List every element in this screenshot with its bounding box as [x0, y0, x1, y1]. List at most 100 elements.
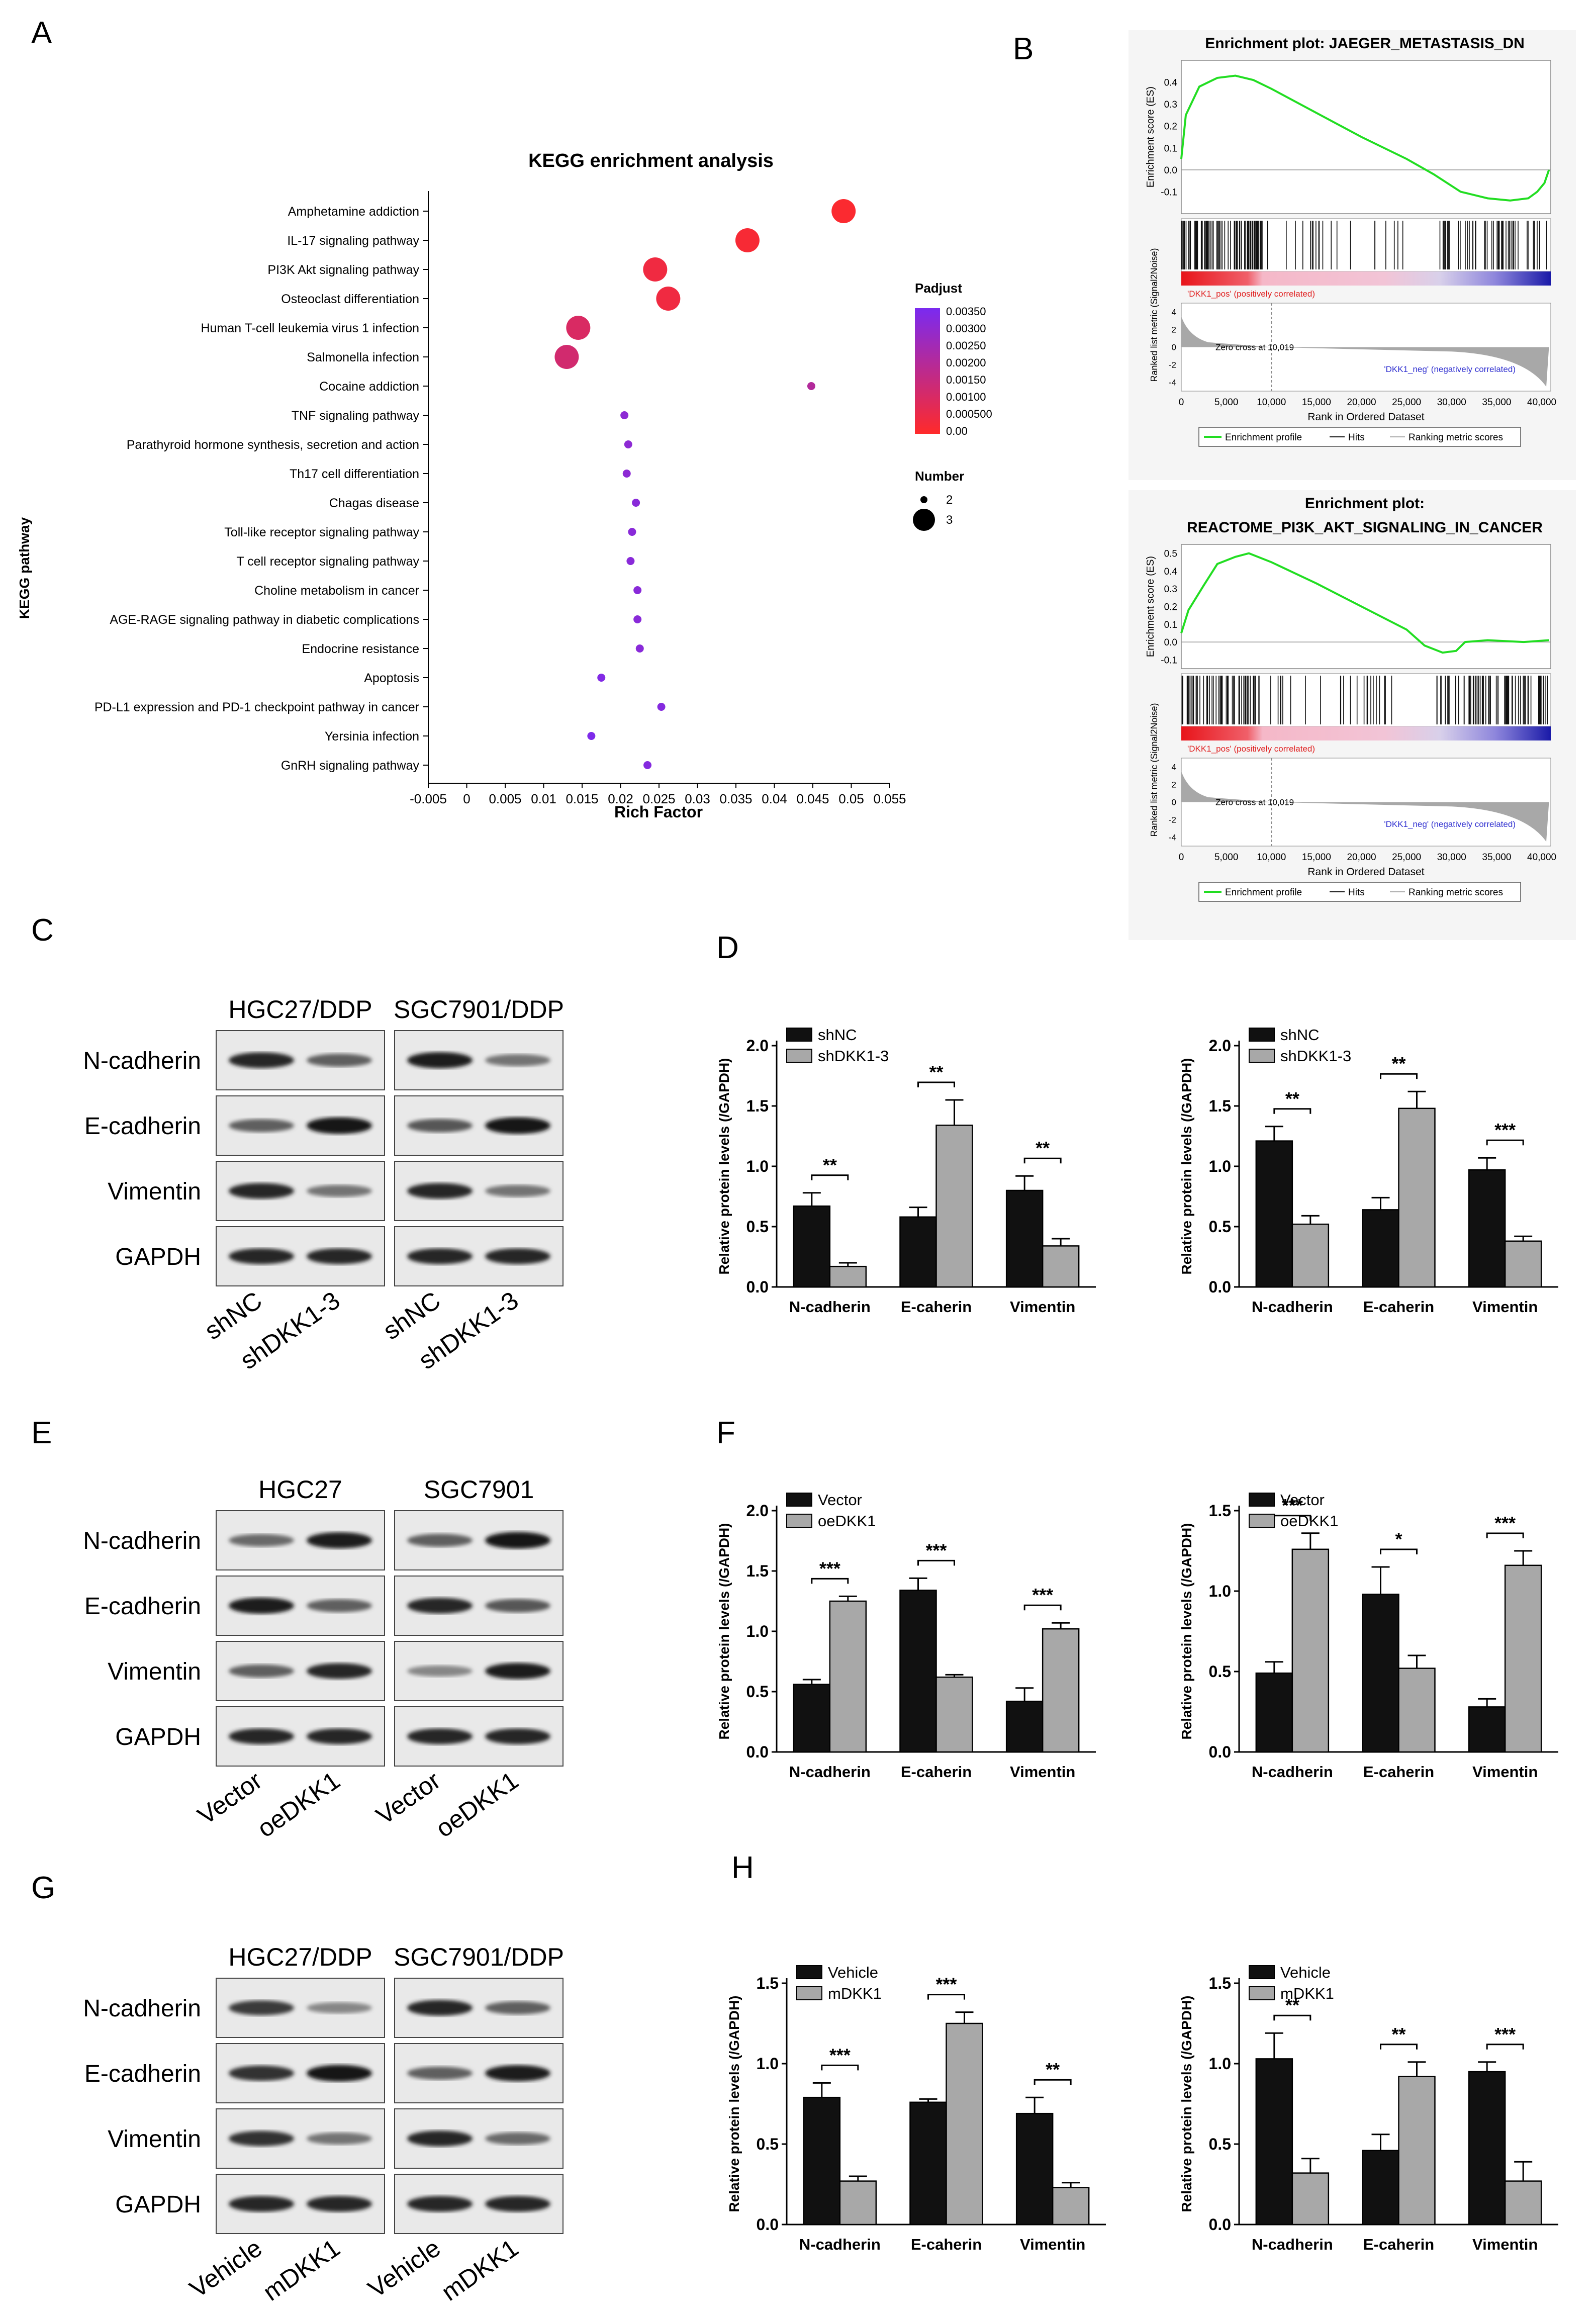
bar-legend-swatch [786, 1028, 812, 1042]
kegg-title: KEGG enrichment analysis [528, 150, 774, 171]
gsea-legend-text: Enrichment profile [1225, 432, 1302, 443]
sig-stars: ** [1391, 2024, 1405, 2045]
gsea-x-tick: 15,000 [1302, 397, 1331, 408]
sig-stars: ** [1036, 1138, 1050, 1158]
sig-bracket [927, 1994, 965, 2000]
gsea-legend-text: Hits [1348, 887, 1365, 898]
bar [803, 2096, 841, 2226]
gsea-metric-tick: -4 [1169, 833, 1176, 843]
gsea-es-label: Enrichment score (ES) [1145, 86, 1156, 188]
blot-band [407, 1119, 473, 1133]
kegg-pathway-label: PI3K Akt signaling pathway [267, 263, 419, 277]
gsea-neg-label: 'DKK1_neg' (negatively correlated) [1384, 364, 1516, 374]
blot-band [485, 1054, 550, 1067]
bar-legend-label: Vector [1280, 1491, 1325, 1509]
kegg-x-tick-label: 0.025 [642, 791, 675, 806]
bar-legend-swatch [1249, 1049, 1275, 1063]
panel-label-e: E [31, 1416, 52, 1450]
legend-padjust-tick: 0.00250 [946, 339, 986, 352]
gsea-x-tick: 5,000 [1214, 852, 1239, 863]
kegg-pathway-label: IL-17 signaling pathway [287, 234, 419, 248]
legend-padjust-tick: 0.00200 [946, 356, 986, 369]
gsea-metric-tick: 2 [1172, 325, 1176, 335]
bar-y-tick-label: 0.5 [1209, 1218, 1231, 1236]
bar-category-label: E-caherin [901, 1298, 972, 1316]
bar-y-tick-label: 1.5 [746, 1562, 769, 1580]
kegg-dot [597, 674, 606, 682]
kegg-dot [656, 287, 681, 311]
kegg-dot [587, 732, 596, 740]
bar-category-label: N-cadherin [1252, 1298, 1333, 1316]
blot-band [229, 2065, 294, 2081]
gsea-x-tick: 40,000 [1527, 852, 1556, 863]
blot-cell-label: SGC7901 [424, 1475, 534, 1504]
gsea-plot-1: Enrichment plot: JAEGER_METASTASIS_DN 0.4… [1129, 30, 1576, 480]
bar [1291, 1548, 1330, 1753]
sig-stars: *** [1494, 2024, 1516, 2045]
gsea-zero-cross-label: Zero cross at 10,019 [1215, 343, 1294, 352]
bar-y-tick-label: 1.0 [1209, 1157, 1231, 1175]
blot-protein-label: GAPDH [115, 2191, 201, 2218]
bar-category-label: Vimentin [1472, 1298, 1538, 1316]
gsea-es-frame [1181, 544, 1551, 669]
gsea-legend-box [1198, 427, 1521, 447]
gsea-title: Enrichment plot: JAEGER_METASTASIS_DN [1205, 35, 1525, 52]
kegg-pathway-label: Endocrine resistance [302, 642, 419, 656]
bar-category-label: E-caherin [1363, 1763, 1434, 1781]
gsea-legend-text: Ranking metric scores [1409, 432, 1503, 443]
legend-padjust-tick: 0.00300 [946, 322, 986, 335]
blot-protein-label: GAPDH [115, 1244, 201, 1270]
bar-legend-swatch [786, 1493, 812, 1507]
kegg-pathway-label: Cocaine addiction [319, 380, 419, 394]
kegg-y-label: KEGG pathway [17, 517, 32, 619]
gsea-metric-pos [1181, 316, 1272, 347]
legend-number-tick: 3 [946, 513, 953, 527]
sig-stars: *** [819, 1558, 840, 1579]
kegg-dot [657, 703, 666, 711]
bar-category-label: E-caherin [901, 1763, 972, 1781]
gsea-x-label: Rank in Ordered Dataset [1307, 866, 1424, 878]
gsea-es-tick: 0.3 [1164, 100, 1177, 110]
blot-band [307, 1248, 372, 1264]
bar [899, 1216, 937, 1288]
bar-legend-swatch [796, 1965, 822, 1979]
western-blot-g: HGC27/DDP SGC7901/DDP N-cadherin E-cadherin… [83, 1943, 564, 2306]
blot-cell-label: SGC7901/DDP [394, 1943, 564, 1971]
bar [1504, 1240, 1542, 1288]
sig-bracket [917, 1559, 955, 1566]
sig-stars: ** [1046, 2059, 1060, 2080]
bar-y-tick-label: 0.0 [746, 1278, 769, 1296]
bar-y-tick-label: 1.5 [757, 1974, 779, 1992]
bar-y-tick-label: 2.0 [746, 1502, 769, 1520]
bar [946, 2022, 983, 2226]
gsea-es-tick: 0.3 [1164, 584, 1177, 595]
blot-protein-label: Vimentin [108, 1178, 201, 1205]
gsea-x-tick: 30,000 [1437, 397, 1466, 408]
blot-protein-label: N-cadherin [83, 1995, 201, 2022]
kegg-pathway-label: PD-L1 expression and PD-1 checkpoint pat… [95, 700, 419, 714]
kegg-dot [831, 199, 856, 223]
legend-number-tick: 2 [946, 493, 953, 507]
sig-bracket [811, 1578, 849, 1584]
sig-bracket [1273, 2014, 1311, 2021]
gsea-es-tick: 0.2 [1164, 602, 1177, 613]
blot-cell-label: HGC27/DDP [228, 995, 372, 1024]
gsea-x-label: Rank in Ordered Dataset [1307, 411, 1424, 423]
sig-stars: *** [1282, 1495, 1303, 1516]
kegg-dot [628, 528, 636, 536]
bar [1504, 1564, 1542, 1753]
blot-band [307, 2065, 372, 2082]
kegg-x-label: Rich Factor [614, 803, 703, 821]
bar [1362, 1209, 1399, 1288]
blot-band [485, 1728, 550, 1744]
gsea-heat-bar [1181, 726, 1551, 740]
bar [1255, 1140, 1293, 1288]
bar-legend-label: mDKK1 [1280, 1985, 1334, 2002]
blot-protein-label: E-cadherin [84, 2061, 201, 2087]
gsea-es-tick: 0.5 [1164, 549, 1177, 560]
western-blot-c: HGC27/DDP SGC7901/DDP N-cadherin E-cadherin… [83, 995, 564, 1375]
blot-band [485, 1248, 550, 1264]
bar-category-label: Vimentin [1010, 1763, 1075, 1781]
gsea-x-tick: 10,000 [1257, 397, 1286, 408]
kegg-pathway-label: Salmonella infection [307, 350, 419, 364]
